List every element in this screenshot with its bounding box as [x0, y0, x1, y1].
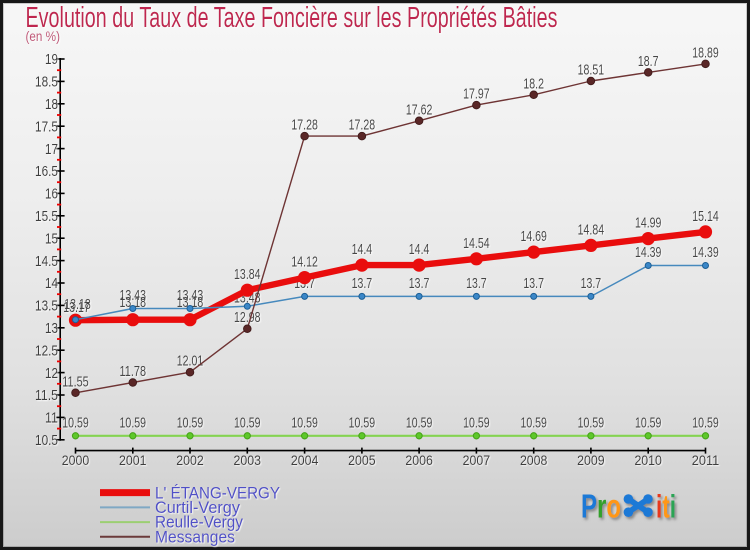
svg-text:18.5: 18.5: [35, 75, 58, 91]
svg-text:13.7: 13.7: [409, 275, 430, 292]
svg-text:16: 16: [45, 187, 58, 203]
svg-text:14.4: 14.4: [352, 241, 373, 258]
svg-text:13.18: 13.18: [120, 294, 147, 311]
svg-text:2008: 2008: [520, 452, 548, 468]
svg-text:10.59: 10.59: [177, 414, 204, 431]
svg-text:10.5: 10.5: [35, 433, 58, 449]
svg-text:10.59: 10.59: [234, 414, 261, 431]
svg-text:L' ÉTANG-VERGY: L' ÉTANG-VERGY: [155, 483, 280, 502]
svg-text:15.14: 15.14: [692, 208, 719, 225]
svg-text:14.99: 14.99: [635, 215, 662, 232]
svg-text:17.5: 17.5: [35, 119, 58, 135]
svg-text:2007: 2007: [463, 452, 491, 468]
svg-text:17.62: 17.62: [406, 101, 433, 118]
svg-text:2000: 2000: [62, 452, 90, 468]
svg-text:10.59: 10.59: [578, 414, 605, 431]
svg-text:10.59: 10.59: [349, 414, 376, 431]
svg-text:iti: iti: [656, 489, 676, 525]
svg-text:10.59: 10.59: [291, 414, 318, 431]
svg-text:2009: 2009: [577, 452, 605, 468]
svg-text:13.43: 13.43: [177, 287, 204, 304]
svg-text:2006: 2006: [405, 452, 433, 468]
svg-text:13.5: 13.5: [35, 299, 58, 315]
svg-text:13.7: 13.7: [581, 275, 602, 292]
svg-text:2002: 2002: [176, 452, 204, 468]
svg-text:10.59: 10.59: [120, 414, 147, 431]
svg-text:14.39: 14.39: [635, 244, 662, 261]
svg-text:(en %): (en %): [26, 29, 61, 44]
svg-text:10.59: 10.59: [520, 414, 547, 431]
svg-text:14.84: 14.84: [578, 221, 605, 238]
svg-text:2010: 2010: [634, 452, 662, 468]
svg-text:12: 12: [45, 366, 58, 382]
svg-text:13.84: 13.84: [234, 266, 261, 283]
svg-text:10.59: 10.59: [463, 414, 490, 431]
svg-text:15: 15: [45, 231, 58, 247]
svg-text:16.5: 16.5: [35, 164, 58, 180]
svg-text:17.28: 17.28: [349, 117, 376, 134]
svg-text:11: 11: [45, 411, 58, 427]
svg-text:2011: 2011: [692, 452, 720, 468]
svg-text:12.98: 12.98: [234, 309, 261, 326]
svg-text:10.59: 10.59: [692, 414, 719, 431]
svg-text:15.5: 15.5: [35, 209, 58, 225]
svg-text:12.5: 12.5: [35, 343, 58, 359]
svg-text:14: 14: [45, 276, 58, 292]
svg-text:17: 17: [45, 142, 58, 158]
svg-text:13.7: 13.7: [352, 275, 373, 292]
svg-text:Curtil-Vergy: Curtil-Vergy: [155, 499, 241, 517]
svg-text:18: 18: [45, 97, 58, 113]
svg-text:13.7: 13.7: [466, 275, 487, 292]
svg-text:13.18: 13.18: [64, 296, 91, 313]
svg-text:17.97: 17.97: [463, 86, 490, 103]
svg-text:Messanges: Messanges: [155, 528, 235, 546]
svg-text:2005: 2005: [348, 452, 376, 468]
svg-text:10.59: 10.59: [406, 414, 433, 431]
svg-text:Evolution du Taux de Taxe Fonc: Evolution du Taux de Taxe Foncière sur l…: [26, 2, 558, 34]
svg-text:18.51: 18.51: [578, 62, 605, 79]
svg-text:2001: 2001: [119, 452, 147, 468]
svg-text:10.59: 10.59: [635, 414, 662, 431]
svg-text:2004: 2004: [291, 452, 319, 468]
svg-text:13.43: 13.43: [120, 287, 147, 304]
svg-text:14.4: 14.4: [409, 241, 430, 258]
svg-text:11.55: 11.55: [62, 373, 89, 390]
svg-text:Pro: Pro: [581, 488, 621, 525]
svg-text:18.89: 18.89: [692, 44, 719, 61]
svg-text:19: 19: [45, 52, 58, 68]
svg-text:11.78: 11.78: [120, 363, 147, 380]
svg-text:14.5: 14.5: [35, 254, 58, 270]
svg-text:10.59: 10.59: [62, 414, 89, 431]
svg-text:12.01: 12.01: [177, 353, 204, 370]
svg-text:2003: 2003: [234, 452, 262, 468]
svg-text:11.5: 11.5: [35, 388, 58, 404]
svg-text:13.18: 13.18: [177, 294, 204, 311]
svg-text:14.12: 14.12: [291, 254, 318, 271]
svg-text:14.54: 14.54: [463, 235, 490, 252]
svg-text:13.17: 13.17: [63, 299, 90, 316]
svg-text:17.28: 17.28: [291, 117, 318, 134]
svg-text:14.39: 14.39: [692, 244, 719, 261]
svg-text:18.7: 18.7: [638, 53, 659, 70]
svg-text:13.7: 13.7: [523, 275, 544, 292]
svg-text:14.69: 14.69: [520, 228, 547, 245]
svg-text:18.2: 18.2: [523, 75, 544, 92]
svg-text:13: 13: [45, 321, 58, 337]
svg-text:Reulle-Vergy: Reulle-Vergy: [155, 514, 244, 532]
